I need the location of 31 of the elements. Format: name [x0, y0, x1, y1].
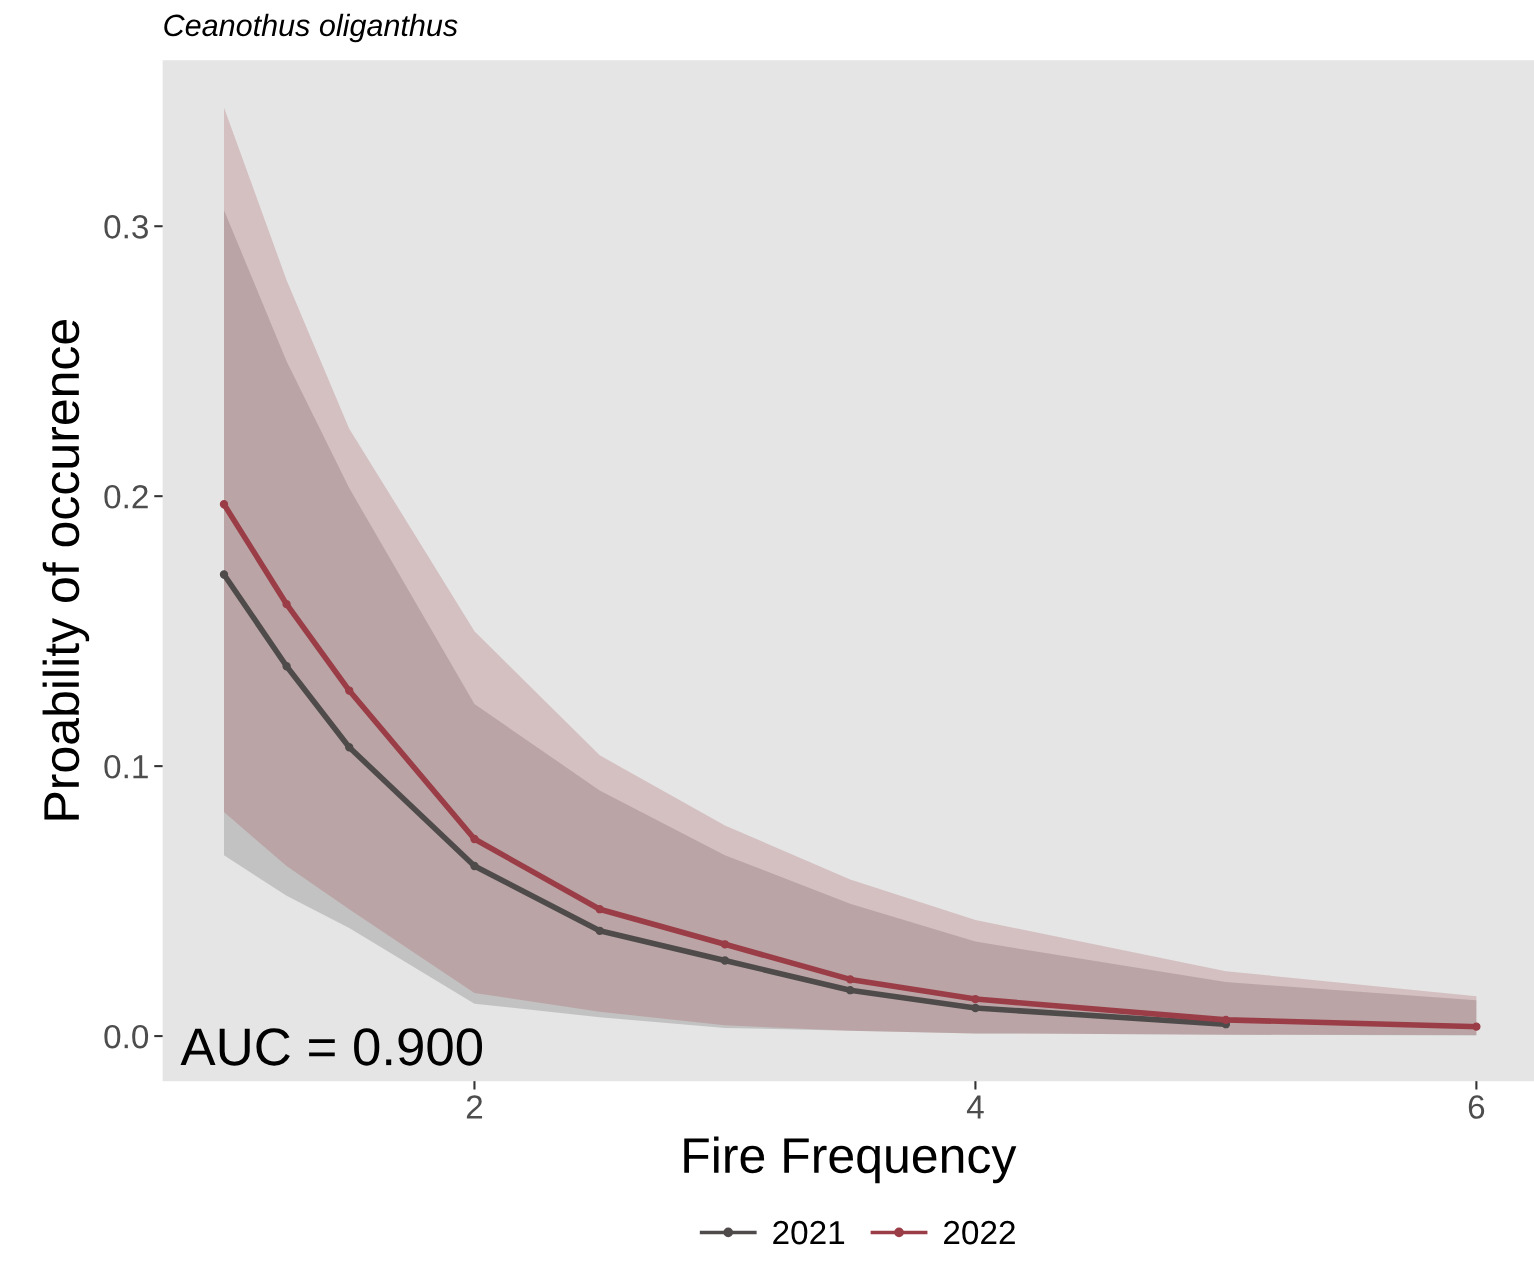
- annotation: AUC = 0.900: [180, 1028, 483, 1066]
- point: [595, 926, 604, 935]
- point: [345, 743, 354, 752]
- point: [595, 905, 604, 914]
- point: [345, 686, 354, 695]
- point: [1221, 1015, 1231, 1025]
- chart-title: Ceanothus oliganthus: [164, 13, 458, 43]
- point: [1472, 1022, 1481, 1031]
- point: [846, 975, 855, 984]
- x-axis-title: Fire Frequency: [684, 1136, 1017, 1184]
- x-tick-label: 6: [1468, 1095, 1485, 1119]
- y-tick-label: 0.0: [104, 1024, 149, 1049]
- x-tick-label: 4: [966, 1095, 984, 1119]
- point: [282, 662, 291, 671]
- y-axis-title: Proability of occurence: [42, 319, 90, 820]
- point: [470, 834, 479, 844]
- point: [219, 570, 229, 579]
- point: [470, 861, 479, 871]
- point: [720, 940, 730, 949]
- y-tick-label: 0.3: [104, 215, 148, 239]
- point: [846, 986, 855, 995]
- y-tick-label: 0.1: [104, 754, 148, 779]
- point: [219, 500, 229, 509]
- point: [971, 994, 980, 1004]
- point: [720, 956, 730, 965]
- x-tick-label: 2: [466, 1095, 483, 1119]
- point: [282, 599, 291, 609]
- point: [971, 1003, 980, 1013]
- y-tick-label: 0.2: [104, 484, 148, 509]
- legend-label: 2022: [944, 1220, 1015, 1245]
- legend-label: 2021: [773, 1220, 845, 1245]
